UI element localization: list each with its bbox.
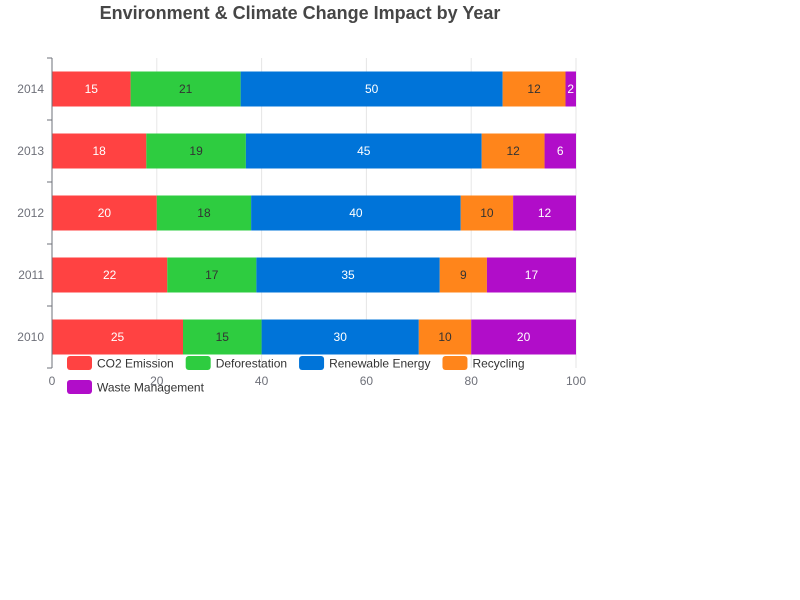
legend-item[interactable]: Renewable Energy: [299, 356, 430, 371]
data-label: 21: [179, 82, 193, 96]
data-label: 15: [216, 330, 230, 344]
legend-item[interactable]: CO2 Emission: [67, 356, 174, 371]
x-tick-label: 60: [360, 374, 374, 388]
bar-segment[interactable]: [240, 71, 503, 107]
bar-segment[interactable]: [251, 195, 461, 231]
legend-label: Waste Management: [97, 381, 205, 395]
legend-label: Deforestation: [216, 357, 287, 371]
x-tick-label: 100: [566, 374, 586, 388]
legend: CO2 Emission Deforestation Renewable Energ…: [67, 356, 525, 395]
bars: 25 15 30 10 20 22 17 35 9 17 20 18 40 10 12 18 19 45 12 6 15…: [52, 71, 576, 355]
y-tick-label: 2013: [17, 144, 44, 158]
legend-item[interactable]: Waste Management: [67, 380, 205, 395]
bar-segment[interactable]: [256, 257, 440, 293]
legend-label: Renewable Energy: [329, 357, 430, 371]
legend-swatch: [442, 356, 468, 370]
data-label: 40: [349, 206, 363, 220]
bar-segment[interactable]: [167, 257, 257, 293]
bar-segment[interactable]: [156, 195, 252, 231]
bar-segment[interactable]: [544, 133, 576, 169]
data-label: 50: [365, 82, 379, 96]
bar-segment[interactable]: [146, 133, 246, 169]
bar-segment[interactable]: [565, 71, 576, 107]
bar-segment[interactable]: [52, 195, 157, 231]
data-label: 12: [527, 82, 541, 96]
x-tick-label: 40: [255, 374, 269, 388]
legend-swatch: [67, 356, 92, 370]
chart-title: Environment & Climate Change Impact by Y…: [100, 3, 501, 23]
x-tick-label: 0: [49, 374, 56, 388]
data-label: 30: [334, 330, 348, 344]
bar-segment[interactable]: [502, 71, 566, 107]
data-label: 12: [538, 206, 552, 220]
x-tick-label: 80: [465, 374, 479, 388]
data-label: 17: [205, 268, 219, 282]
data-label: 10: [480, 206, 494, 220]
data-label: 25: [111, 330, 125, 344]
legend-swatch: [185, 356, 211, 370]
bar-segment[interactable]: [418, 319, 472, 355]
data-label: 45: [357, 144, 371, 158]
bar-segment[interactable]: [481, 133, 545, 169]
y-tick-label: 2010: [17, 330, 44, 344]
data-label: 18: [197, 206, 211, 220]
y-tick-label: 2011: [18, 268, 44, 282]
bar-segment[interactable]: [130, 71, 241, 107]
bar-segment[interactable]: [261, 319, 419, 355]
bar-segment[interactable]: [52, 257, 168, 293]
legend-item[interactable]: Recycling: [442, 356, 525, 371]
legend-swatch: [67, 380, 92, 394]
data-label: 18: [92, 144, 106, 158]
y-tick-label: 2012: [17, 206, 44, 220]
y-tick-label: 2014: [17, 82, 44, 96]
legend-label: CO2 Emission: [97, 357, 174, 371]
data-label: 17: [525, 268, 539, 282]
bar-segment[interactable]: [52, 319, 183, 355]
legend-label: Recycling: [472, 357, 524, 371]
bar-segment[interactable]: [245, 133, 482, 169]
data-label: 10: [438, 330, 452, 344]
data-label: 19: [189, 144, 203, 158]
legend-item[interactable]: Deforestation: [185, 356, 287, 371]
data-label: 9: [460, 268, 467, 282]
bar-segment[interactable]: [460, 195, 514, 231]
data-label: 2: [567, 82, 574, 96]
data-label: 12: [506, 144, 520, 158]
bar-segment[interactable]: [439, 257, 487, 293]
legend-swatch: [299, 356, 325, 370]
bar-segment[interactable]: [513, 195, 576, 231]
bar-segment[interactable]: [52, 71, 131, 107]
x-tick-label: 20: [150, 374, 164, 388]
data-label: 20: [517, 330, 531, 344]
data-label: 22: [103, 268, 117, 282]
bar-segment[interactable]: [486, 257, 576, 293]
data-label: 20: [98, 206, 112, 220]
bar-segment[interactable]: [471, 319, 576, 355]
bar-segment[interactable]: [183, 319, 262, 355]
data-label: 15: [85, 82, 99, 96]
bar-segment[interactable]: [52, 133, 147, 169]
data-label: 35: [341, 268, 355, 282]
data-label: 6: [557, 144, 564, 158]
